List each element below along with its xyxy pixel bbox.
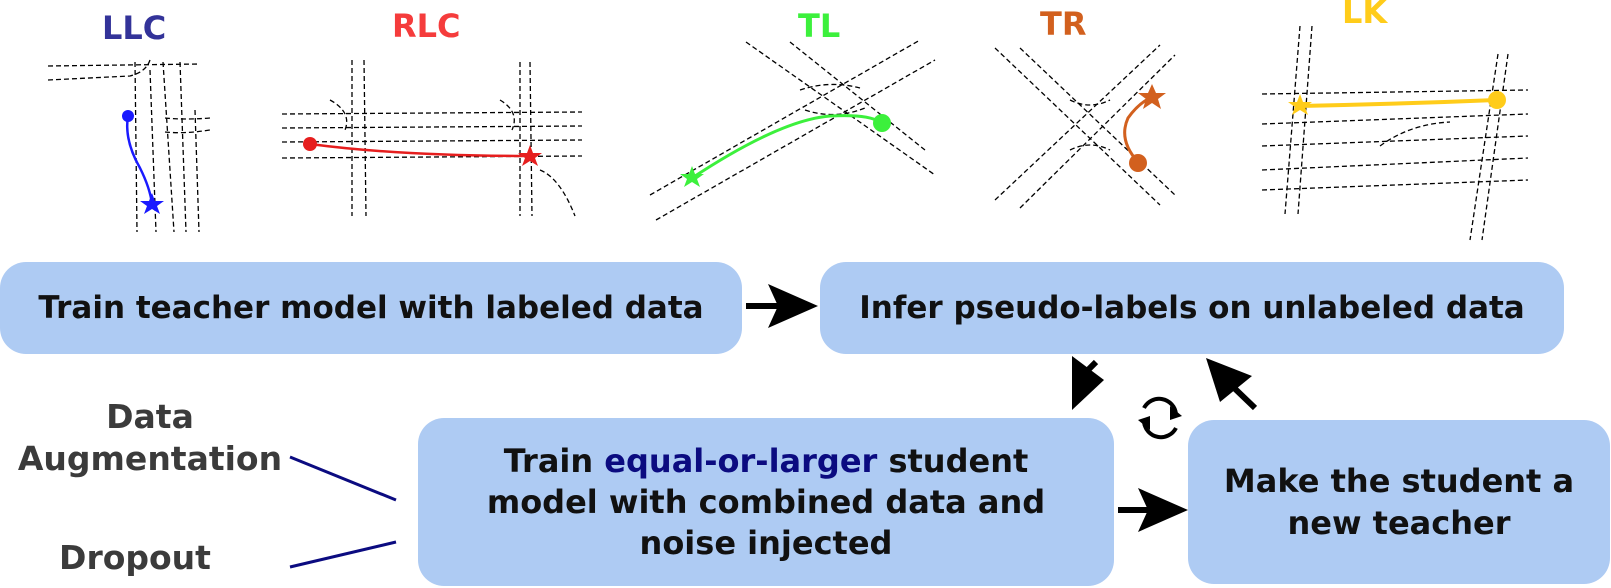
- tl-road-map: [649, 39, 936, 221]
- scenario-label-tl: TL: [798, 7, 841, 45]
- train-student-prefix: Train: [503, 441, 605, 480]
- refresh-cycle-icon: [1138, 396, 1182, 440]
- llc-trajectory: [122, 110, 164, 214]
- arrow-icon: [1118, 488, 1188, 532]
- arrow-icon: [1206, 358, 1258, 411]
- scenario-sketches: [47, 25, 1529, 241]
- data-augmentation-label: Data Augmentation: [10, 396, 290, 480]
- data-augmentation-connector: [289, 455, 397, 502]
- train-student-box: Train equal-or-larger student model with…: [418, 418, 1114, 586]
- scenario-label-tr: TR: [1040, 5, 1087, 43]
- lk-trajectory: [1288, 91, 1506, 115]
- tl-trajectory: [680, 114, 891, 187]
- infer-pseudo-labels-box: Infer pseudo-labels on unlabeled data: [820, 262, 1564, 354]
- rlc-road-map: [281, 59, 583, 217]
- dropout-label: Dropout: [59, 538, 211, 577]
- rlc-trajectory: [303, 137, 542, 166]
- data-augmentation-line1: Data: [106, 397, 194, 436]
- dropout-connector: [289, 540, 397, 569]
- train-teacher-text: Train teacher model with labeled data: [38, 290, 704, 326]
- arrow-icon: [746, 284, 818, 328]
- infer-pseudo-labels-text: Infer pseudo-labels on unlabeled data: [859, 290, 1525, 326]
- tr-road-map: [994, 44, 1176, 209]
- train-student-suffix: student: [877, 441, 1029, 480]
- scenario-label-llc: LLC: [102, 9, 167, 47]
- train-student-line1: Train equal-or-larger student: [504, 441, 1029, 482]
- make-new-teacher-box: Make the student a new teacher: [1188, 420, 1610, 584]
- scenario-label-lk: LK: [1342, 0, 1388, 31]
- llc-road-map: [47, 59, 211, 233]
- equal-or-larger-highlight: equal-or-larger: [604, 441, 878, 480]
- make-new-teacher-line1: Make the student a: [1223, 462, 1575, 500]
- data-augmentation-line2: Augmentation: [17, 439, 283, 478]
- train-teacher-box: Train teacher model with labeled data: [0, 262, 742, 354]
- tr-trajectory: [1123, 84, 1166, 172]
- arrow-icon: [1072, 356, 1104, 410]
- train-student-line3: noise injected: [639, 523, 893, 562]
- make-new-teacher-line2: new teacher: [1287, 504, 1511, 542]
- train-student-line2: model with combined data and: [486, 482, 1046, 521]
- scenario-label-rlc: RLC: [392, 7, 461, 45]
- lk-road-map: [1261, 25, 1529, 241]
